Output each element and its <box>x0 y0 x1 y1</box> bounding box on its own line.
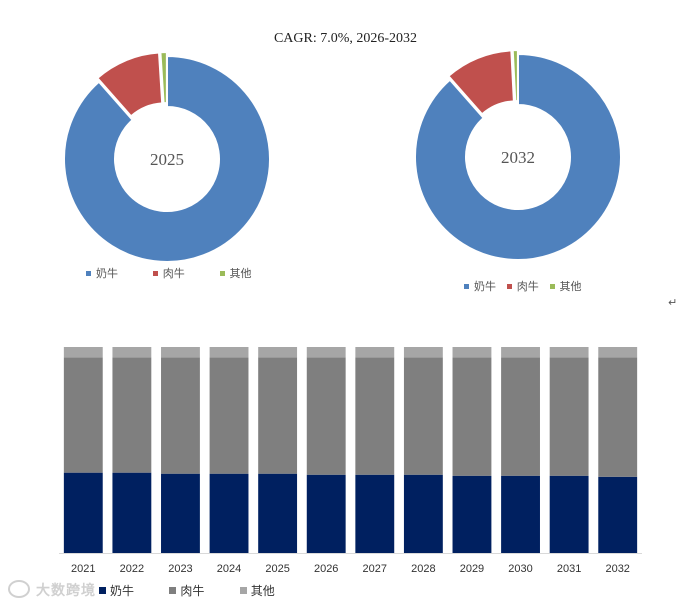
bar-肉牛-2025 <box>258 357 298 474</box>
x-tick-label: 2023 <box>168 563 192 575</box>
bar-奶牛-2023 <box>161 473 200 553</box>
bar-肉牛-2032 <box>598 357 638 477</box>
bar-其他-2027 <box>355 347 395 358</box>
bar-肉牛-2027 <box>355 357 395 475</box>
legend-swatch <box>99 587 106 595</box>
watermark: 大数跨境 <box>8 580 96 600</box>
bar-肉牛-2021 <box>63 357 103 473</box>
legend-label: 肉牛 <box>516 281 539 293</box>
bar-奶牛-2028 <box>403 474 443 553</box>
legend-label: 奶牛 <box>110 584 135 598</box>
bar-其他-2024 <box>209 347 249 358</box>
x-tick-label: 2032 <box>605 563 629 575</box>
legend-label: 其他 <box>229 268 252 280</box>
legend-label: 奶牛 <box>474 281 496 293</box>
bar-肉牛-2022 <box>112 357 152 473</box>
bar-肉牛-2026 <box>306 357 346 475</box>
donut-legend-2032: 奶牛 肉牛 其他 <box>464 278 614 294</box>
donut-slice-其他 <box>511 49 519 103</box>
x-tick-label: 2028 <box>411 563 435 575</box>
bar-其他-2023 <box>161 347 200 358</box>
legend-item: 肉牛 <box>169 582 204 599</box>
bar-肉牛-2028 <box>403 357 443 475</box>
donut-slice-奶牛 <box>414 52 622 261</box>
bar-其他-2026 <box>306 347 346 358</box>
donut-center-label: 2032 <box>501 148 535 167</box>
bar-其他-2021 <box>63 347 103 358</box>
return-mark: ↵ <box>668 296 678 309</box>
donut-slice-其他 <box>159 51 168 105</box>
donut-legend-2025: 奶牛 肉牛 其他 <box>86 265 284 281</box>
donut-center-label: 2025 <box>150 150 184 169</box>
bar-肉牛-2024 <box>209 357 249 474</box>
bar-肉牛-2030 <box>501 357 540 476</box>
bar-其他-2030 <box>501 347 540 358</box>
bar-肉牛-2031 <box>549 357 589 476</box>
donut-slice-奶牛 <box>63 54 271 263</box>
x-tick-label: 2026 <box>314 563 338 575</box>
legend-item: 肉牛 <box>506 278 539 294</box>
bar-奶牛-2030 <box>501 475 540 553</box>
legend-label: 肉牛 <box>162 268 185 280</box>
bar-肉牛-2029 <box>452 357 492 476</box>
legend-swatch <box>464 283 469 289</box>
bar-其他-2031 <box>549 347 589 358</box>
bar-奶牛-2026 <box>306 474 346 553</box>
legend-swatch <box>506 283 512 289</box>
bar-奶牛-2025 <box>258 473 298 553</box>
bar-其他-2032 <box>598 347 638 358</box>
bar-奶牛-2027 <box>355 474 395 553</box>
legend-item: 奶牛 <box>86 265 118 281</box>
x-tick-label: 2022 <box>120 563 144 575</box>
x-tick-label: 2021 <box>71 563 95 575</box>
x-tick-label: 2029 <box>460 563 484 575</box>
bar-legend: 奶牛 肉牛 其他 <box>99 582 307 599</box>
bar-其他-2028 <box>403 347 443 358</box>
x-tick-label: 2025 <box>265 563 289 575</box>
chart-title: CAGR: 7.0%, 2026-2032 <box>273 31 418 46</box>
legend-swatch <box>219 270 225 276</box>
bar-其他-2022 <box>112 347 152 358</box>
donut-slice-肉牛 <box>95 51 164 118</box>
bar-奶牛-2032 <box>598 476 638 553</box>
legend-item: 其他 <box>239 582 275 599</box>
legend-label: 其他 <box>559 281 582 293</box>
legend-item: 奶牛 <box>99 582 134 599</box>
bar-奶牛-2024 <box>209 473 249 553</box>
legend-item: 肉牛 <box>152 265 185 281</box>
legend-label: 肉牛 <box>180 584 205 598</box>
legend-label: 奶牛 <box>96 268 118 280</box>
legend-swatch <box>152 270 158 276</box>
donut-slice-肉牛 <box>446 49 515 116</box>
bar-奶牛-2022 <box>112 472 152 553</box>
bar-其他-2025 <box>258 347 298 358</box>
bar-奶牛-2021 <box>63 472 103 553</box>
watermark-logo-icon <box>8 580 30 598</box>
bar-肉牛-2023 <box>161 357 200 474</box>
legend-item: 其他 <box>219 265 252 281</box>
bar-其他-2029 <box>452 347 492 358</box>
legend-swatch <box>169 587 177 595</box>
bar-奶牛-2031 <box>549 475 589 553</box>
x-tick-label: 2030 <box>508 563 532 575</box>
legend-item: 其他 <box>549 278 582 294</box>
bar-奶牛-2029 <box>452 475 492 553</box>
legend-item: 奶牛 <box>464 278 496 294</box>
x-tick-label: 2027 <box>363 563 387 575</box>
legend-label: 其他 <box>250 584 275 598</box>
legend-swatch <box>239 587 247 595</box>
watermark-text: 大数跨境 <box>36 583 96 599</box>
legend-swatch <box>549 283 555 289</box>
x-tick-label: 2024 <box>217 563 241 575</box>
legend-swatch <box>86 270 91 276</box>
x-tick-label: 2031 <box>557 563 581 575</box>
